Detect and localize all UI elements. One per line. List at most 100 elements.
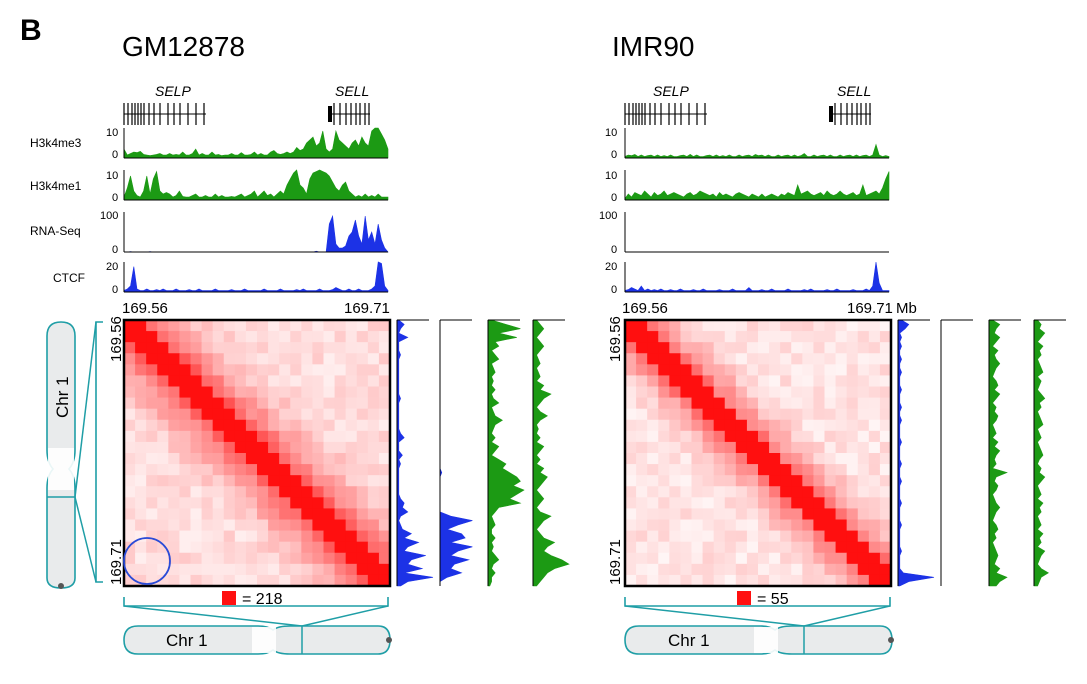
contact-cell: [190, 574, 202, 587]
contact-cell: [813, 486, 825, 498]
contact-cell: [780, 508, 792, 520]
contact-cell: [735, 430, 748, 443]
contact-cell: [702, 430, 715, 443]
contact-cell: [702, 541, 715, 554]
contact-cell: [691, 508, 703, 520]
contact-cell: [658, 552, 670, 565]
contact-cell: [257, 364, 269, 376]
contact-cell: [746, 386, 759, 398]
contact-cell: [802, 386, 814, 398]
contact-cell: [735, 320, 748, 332]
panel-gm12878: GM12878 SELP SELL H3k4me3 H3k4me1 RNA-Se…: [30, 31, 390, 608]
contact-cell: [746, 541, 759, 554]
contact-cell: [146, 519, 158, 531]
contact-cell: [179, 552, 191, 565]
contact-cell: [135, 475, 147, 487]
contact-cell: [279, 419, 291, 432]
contact-cell: [157, 563, 169, 576]
contact-cell: [625, 397, 637, 410]
side-track-signal-1: [439, 320, 473, 586]
contact-cell: [769, 464, 781, 476]
contact-cell: [367, 519, 380, 531]
contact-cell: [190, 441, 202, 454]
contact-cell: [680, 541, 692, 554]
contact-cell: [647, 519, 659, 531]
contact-cell: [746, 552, 759, 565]
contact-cell: [334, 320, 347, 332]
contact-cell: [791, 453, 803, 465]
contact-cell: [769, 430, 781, 443]
contact-cell: [702, 419, 715, 432]
contact-cell: [857, 552, 870, 565]
contact-cell: [879, 408, 892, 421]
contact-cell: [791, 364, 803, 376]
contact-cell: [268, 453, 280, 465]
contact-cell: [680, 320, 692, 332]
contact-cell: [245, 453, 258, 465]
contact-cell: [212, 419, 225, 432]
contact-cell: [746, 408, 759, 421]
contact-cell: [135, 320, 147, 332]
contact-cell: [245, 464, 258, 476]
contact-cell: [868, 386, 881, 398]
contact-cell: [279, 441, 291, 454]
legend-swatch: [222, 591, 236, 605]
contact-cell: [124, 408, 136, 421]
contact-cell: [334, 353, 347, 365]
contact-cell: [312, 552, 324, 565]
contact-cell: [625, 364, 637, 376]
contact-cell: [378, 574, 391, 587]
contact-cell: [780, 541, 792, 554]
contact-cell: [857, 519, 870, 531]
contact-cell: [135, 430, 147, 443]
contact-cell: [802, 552, 814, 565]
contact-cell: [279, 475, 291, 487]
contact-cell: [268, 397, 280, 410]
contact-cell: [691, 519, 703, 531]
contact-cell: [179, 508, 191, 520]
contact-cell: [345, 563, 358, 576]
contact-cell: [713, 397, 726, 410]
contact-cell: [146, 464, 158, 476]
contact-cell: [724, 331, 737, 343]
contact-cell: [658, 475, 670, 487]
contact-cell: [345, 408, 358, 421]
contact-cell: [802, 453, 814, 465]
contact-cell: [724, 386, 737, 398]
contact-cell: [179, 441, 191, 454]
coord-end-left: 169.71: [607, 539, 624, 585]
contact-cell: [146, 331, 158, 343]
contact-cell: [356, 530, 369, 543]
ymax-ctcf: 20: [106, 261, 118, 273]
contact-cell: [636, 375, 648, 387]
chromosome-horizontal-band: [754, 627, 778, 653]
contact-cell: [146, 342, 158, 354]
contact-cell: [345, 342, 358, 354]
contact-cell: [157, 541, 169, 554]
contact-cell: [846, 519, 859, 531]
contact-cell: [857, 497, 870, 509]
contact-cell: [802, 508, 814, 520]
contact-cell: [702, 508, 715, 520]
contact-cell: [669, 342, 681, 354]
contact-cell: [212, 441, 225, 454]
contact-cell: [334, 497, 347, 509]
contact-cell: [835, 375, 848, 387]
contact-cell: [702, 364, 715, 376]
contact-cell: [257, 552, 269, 565]
contact-cell: [367, 441, 380, 454]
contact-cell: [135, 497, 147, 509]
contact-cell: [691, 541, 703, 554]
contact-cell: [713, 541, 726, 554]
ymax-h3k4me3: 10: [605, 127, 617, 139]
contact-cell: [625, 497, 637, 509]
contact-cell: [257, 453, 269, 465]
contact-cell: [835, 364, 848, 376]
contact-cell: [367, 375, 380, 387]
contact-cell: [135, 408, 147, 421]
contact-cell: [813, 574, 825, 587]
contact-cell: [257, 497, 269, 509]
contact-cell: [879, 508, 892, 520]
contact-cell: [835, 441, 848, 454]
ymax-h3k4me3: 10: [106, 127, 118, 139]
